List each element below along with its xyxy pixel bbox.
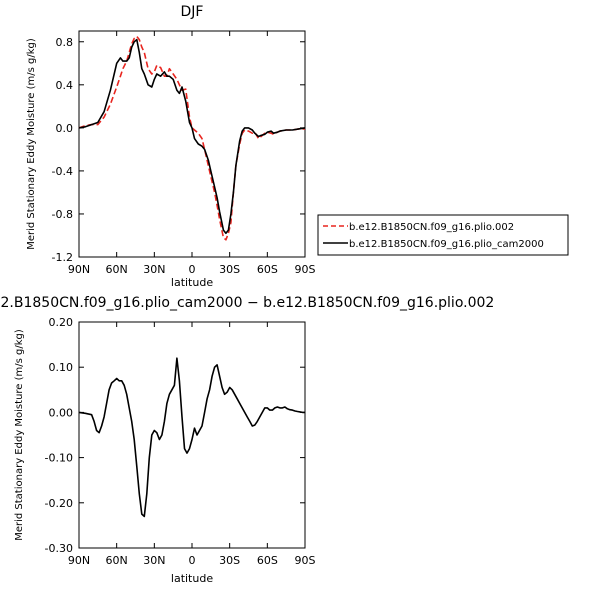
panel-top-frame (78, 30, 306, 258)
panel-top-x-tick-label: 30N (143, 263, 165, 276)
panel-bottom-y-tick-label: -0.10 (45, 452, 73, 465)
panel-bottom-frame (78, 321, 306, 549)
panel-top-x-tick-label: 60N (106, 263, 128, 276)
panel-bottom-x-tick-label: 90N (68, 554, 90, 567)
panel-bottom-series-line-0 (78, 357, 305, 518)
panel-top-y-tick-label: -0.4 (52, 165, 73, 178)
panel-top-x-tick-label: 30S (219, 263, 240, 276)
panel-bottom-title: b.e12.B1850CN.f09_g16.plio_cam2000 − b.e… (0, 295, 494, 311)
panel-bottom-y-tick-label: 0.20 (49, 316, 74, 329)
panel-bottom-x-axis-label: latitude (171, 572, 213, 585)
panel-top-y-tick-label: 0.4 (56, 79, 74, 92)
panel-top-x-tick-label: 60S (257, 263, 278, 276)
panel-top-x-tick-label: 0 (189, 263, 196, 276)
panel-top-y-tick-label: 0.8 (56, 36, 74, 49)
panel-bottom-x-tick-label: 60N (106, 554, 128, 567)
panel-top-legend: b.e12.B1850CN.f09_g16.plio.002 b.e12.B185… (317, 214, 569, 256)
panel-bottom-y-tick-label: 0.00 (49, 406, 74, 419)
panel-top-title: DJF (181, 4, 204, 20)
panel-bottom-marks: 90N 60N 30N 0 30S 60S 90S -0.30 -0.20 -0.10 0.00 0.… (45, 316, 316, 567)
legend-entry-label: b.e12.B1850CN.f09_g16.plio_cam2000 (349, 239, 544, 250)
panel-top-y-axis-label: Merid Stationary Eddy Moisture (m/s g/kg… (26, 38, 37, 250)
panel-bottom-x-tick-label: 30S (219, 554, 240, 567)
panel-bottom: b.e12.B1850CN.f09_g16.plio_cam2000 − b.e… (0, 295, 494, 585)
panel-top: DJF Merid Stationary Eddy Moisture (m/s … (26, 4, 569, 289)
panel-bottom-x-tick-label: 60S (257, 554, 278, 567)
panel-bottom-x-tick-label: 0 (189, 554, 196, 567)
panel-top-series-line-1 (78, 38, 306, 235)
panel-top-x-axis-label: latitude (171, 276, 213, 289)
panel-top-y-tick-label: -0.8 (52, 208, 73, 221)
panel-top-x-tick-label: 90S (295, 263, 316, 276)
panel-top-marks: 90N 60N 30N 0 30S 60S 90S -1.2 -0.8 -0.4 0.0 0.4 0.8 (52, 31, 316, 276)
panel-bottom-y-tick-label: -0.20 (45, 497, 73, 510)
panel-bottom-y-tick-label: -0.30 (45, 542, 73, 555)
legend-entry-label: b.e12.B1850CN.f09_g16.plio.002 (349, 222, 514, 233)
panel-top-y-tick-label: 0.0 (56, 122, 74, 135)
panel-top-series-line-0 (78, 35, 305, 241)
panel-top-y-tick-label: -1.2 (52, 251, 73, 264)
panel-bottom-x-tick-label: 90S (295, 554, 316, 567)
panel-top-x-tick-label: 90N (68, 263, 90, 276)
legend-box (317, 214, 569, 256)
panel-bottom-y-tick-label: 0.10 (49, 361, 74, 374)
panel-bottom-x-tick-label: 30N (143, 554, 165, 567)
panel-bottom-y-axis-label: Merid Stationary Eddy Moisture (m/s g/kg… (14, 329, 25, 541)
